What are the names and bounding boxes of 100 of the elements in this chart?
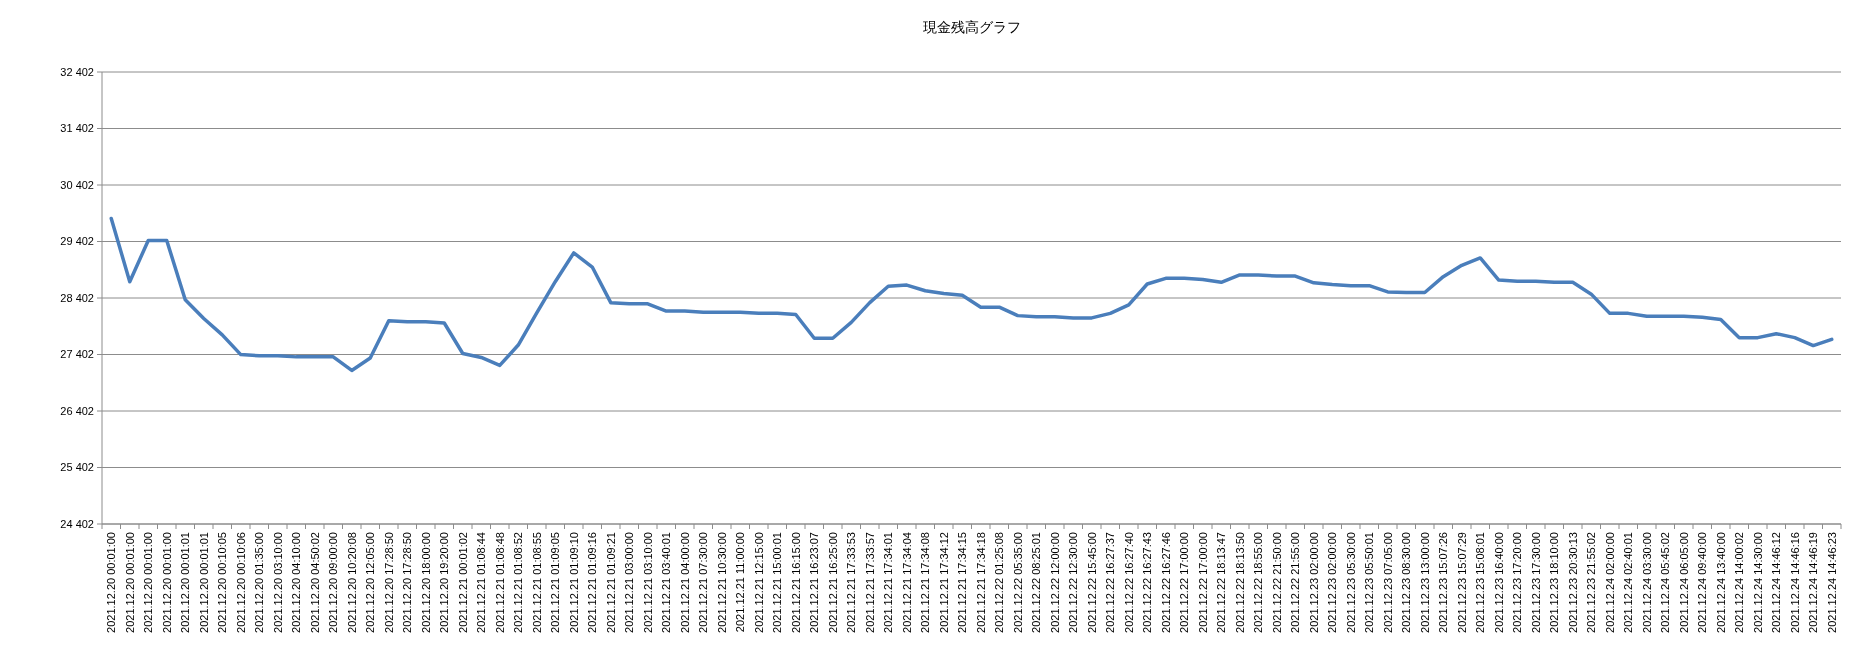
- x-tick-label: 2021.12.20 00:01:00: [105, 532, 118, 633]
- x-tick-label: 2021.12.24 14:46:16: [1788, 532, 1801, 633]
- x-tick-label: 2021.12.20 17:28:50: [401, 532, 414, 633]
- x-tick-label: 2021.12.22 05:35:00: [1011, 532, 1024, 633]
- x-tick-label: 2021.12.23 18:10:00: [1548, 532, 1561, 633]
- x-tick-label: 2021.12.21 01:08:55: [530, 532, 543, 633]
- x-tick-label: 2021.12.23 13:00:00: [1418, 532, 1431, 633]
- x-tick-label: 2021.12.20 01:35:00: [253, 532, 266, 633]
- x-tick-label: 2021.12.21 07:30:00: [697, 532, 710, 633]
- x-tick-label: 2021.12.22 08:25:01: [1030, 532, 1043, 633]
- x-tick-label: 2021.12.20 00:10:06: [234, 532, 247, 633]
- x-tick-label: 2021.12.22 12:00:00: [1048, 532, 1061, 633]
- y-tick-label: 29 402: [60, 235, 94, 248]
- x-tick-label: 2021.12.23 05:50:01: [1363, 532, 1376, 633]
- x-tick-label: 2021.12.21 17:34:01: [882, 532, 895, 633]
- x-tick-label: 2021.12.21 01:09:05: [549, 532, 562, 633]
- x-tick-label: 2021.12.22 21:50:00: [1270, 532, 1283, 633]
- x-tick-label: 2021.12.23 16:40:00: [1492, 532, 1505, 633]
- x-tick-label: 2021.12.21 16:25:00: [826, 532, 839, 633]
- y-tick-label: 31 402: [60, 122, 94, 135]
- x-tick-label: 2021.12.23 05:30:00: [1344, 532, 1357, 633]
- x-tick-label: 2021.12.21 17:34:08: [919, 532, 932, 633]
- x-tick-label: 2021.12.21 01:09:16: [586, 532, 599, 633]
- x-tick-label: 2021.12.21 01:08:48: [493, 532, 506, 633]
- x-tick-label: 2021.12.21 03:00:00: [623, 532, 636, 633]
- x-tick-label: 2021.12.22 16:27:46: [1159, 532, 1172, 633]
- x-tick-label: 2021.12.22 18:55:00: [1252, 532, 1265, 633]
- x-tick-label: 2021.12.24 14:46:23: [1825, 532, 1838, 633]
- x-tick-label: 2021.12.23 17:20:00: [1511, 532, 1524, 633]
- x-tick-label: 2021.12.20 04:50:02: [308, 532, 321, 633]
- x-tick-label: 2021.12.21 17:34:04: [900, 532, 913, 633]
- x-tick-label: 2021.12.24 09:40:00: [1696, 532, 1709, 633]
- x-tick-label: 2021.12.20 17:28:50: [382, 532, 395, 633]
- x-tick-label: 2021.12.21 01:09:21: [604, 532, 617, 633]
- x-tick-label: 2021.12.23 08:30:00: [1400, 532, 1413, 633]
- x-tick-label: 2021.12.21 17:33:57: [863, 532, 876, 633]
- y-tick-label: 27 402: [60, 348, 94, 361]
- x-tick-label: 2021.12.24 02:40:01: [1622, 532, 1635, 633]
- x-tick-label: 2021.12.20 18:00:00: [419, 532, 432, 633]
- x-tick-label: 2021.12.21 12:15:00: [752, 532, 765, 633]
- x-tick-label: 2021.12.21 03:40:01: [660, 532, 673, 633]
- x-tick-label: 2021.12.22 18:13:47: [1215, 532, 1228, 633]
- y-tick-label: 26 402: [60, 404, 94, 417]
- y-tick-label: 24 402: [60, 517, 94, 530]
- x-tick-label: 2021.12.20 00:01:00: [123, 532, 136, 633]
- x-tick-label: 2021.12.20 04:10:00: [290, 532, 303, 633]
- x-tick-label: 2021.12.21 04:00:00: [678, 532, 691, 633]
- x-tick-label: 2021.12.24 06:05:00: [1677, 532, 1690, 633]
- x-tick-label: 2021.12.20 10:20:08: [345, 532, 358, 633]
- x-tick-label: 2021.12.20 00:01:01: [197, 532, 210, 633]
- x-tick-label: 2021.12.22 16:27:40: [1122, 532, 1135, 633]
- x-tick-label: 2021.12.20 00:01:01: [179, 532, 192, 633]
- x-tick-label: 2021.12.23 02:00:00: [1326, 532, 1339, 633]
- x-tick-label: 2021.12.24 14:46:19: [1807, 532, 1820, 633]
- x-tick-label: 2021.12.22 12:30:00: [1067, 532, 1080, 633]
- x-tick-label: 2021.12.23 07:05:00: [1381, 532, 1394, 633]
- x-tick-label: 2021.12.22 16:27:43: [1141, 532, 1154, 633]
- x-tick-label: 2021.12.23 21:55:02: [1585, 532, 1598, 633]
- x-tick-label: 2021.12.22 21:55:00: [1289, 532, 1302, 633]
- x-tick-label: 2021.12.24 03:30:00: [1640, 532, 1653, 633]
- x-tick-label: 2021.12.20 03:10:00: [271, 532, 284, 633]
- x-tick-label: 2021.12.21 15:00:01: [771, 532, 784, 633]
- x-tick-label: 2021.12.23 20:30:13: [1566, 532, 1579, 633]
- x-tick-label: 2021.12.24 14:46:12: [1770, 532, 1783, 633]
- x-tick-label: 2021.12.23 15:07:29: [1455, 532, 1468, 633]
- y-tick-label: 30 402: [60, 178, 94, 191]
- chart-title: 現金残高グラフ: [922, 19, 1021, 35]
- x-tick-label: 2021.12.23 02:00:00: [1307, 532, 1320, 633]
- x-tick-label: 2021.12.20 00:01:00: [160, 532, 173, 633]
- x-tick-label: 2021.12.24 13:40:00: [1714, 532, 1727, 633]
- x-tick-label: 2021.12.21 17:34:15: [956, 532, 969, 633]
- y-tick-label: 28 402: [60, 291, 94, 304]
- x-tick-label: 2021.12.24 05:45:02: [1659, 532, 1672, 633]
- x-tick-label: 2021.12.20 12:05:00: [364, 532, 377, 633]
- line-series: [109, 216, 1834, 373]
- x-tick-label: 2021.12.20 00:01:00: [142, 532, 155, 633]
- x-tick-label: 2021.12.21 03:10:00: [641, 532, 654, 633]
- x-tick-label: 2021.12.22 15:45:00: [1085, 532, 1098, 633]
- y-tick-label: 32 402: [60, 65, 94, 78]
- x-tick-label: 2021.12.22 01:25:08: [993, 532, 1006, 633]
- x-tick-label: 2021.12.24 14:30:00: [1751, 532, 1764, 633]
- x-tick-label: 2021.12.21 00:01:02: [456, 532, 469, 633]
- x-tick-label: 2021.12.21 17:33:53: [845, 532, 858, 633]
- x-tick-label: 2021.12.22 17:00:00: [1196, 532, 1209, 633]
- x-tick-label: 2021.12.21 01:08:44: [475, 532, 488, 633]
- x-tick-label: 2021.12.22 16:27:37: [1104, 532, 1117, 633]
- x-tick-label: 2021.12.20 00:10:05: [216, 532, 229, 633]
- x-tick-label: 2021.12.23 15:07:26: [1437, 532, 1450, 633]
- x-tick-label: 2021.12.21 16:15:00: [789, 532, 802, 633]
- x-tick-label: 2021.12.23 17:30:00: [1529, 532, 1542, 633]
- x-tick-label: 2021.12.21 17:34:12: [937, 532, 950, 633]
- x-tick-label: 2021.12.22 17:00:00: [1178, 532, 1191, 633]
- x-tick-label: 2021.12.21 16:23:07: [808, 532, 821, 633]
- x-tick-label: 2021.12.21 01:09:10: [567, 532, 580, 633]
- x-tick-label: 2021.12.21 01:08:52: [512, 532, 525, 633]
- x-tick-label: 2021.12.21 10:30:00: [715, 532, 728, 633]
- x-tick-label: 2021.12.20 19:20:00: [438, 532, 451, 633]
- x-tick-label: 2021.12.24 14:00:02: [1733, 532, 1746, 633]
- x-tick-label: 2021.12.21 17:34:18: [974, 532, 987, 633]
- x-tick-label: 2021.12.22 18:13:50: [1233, 532, 1246, 633]
